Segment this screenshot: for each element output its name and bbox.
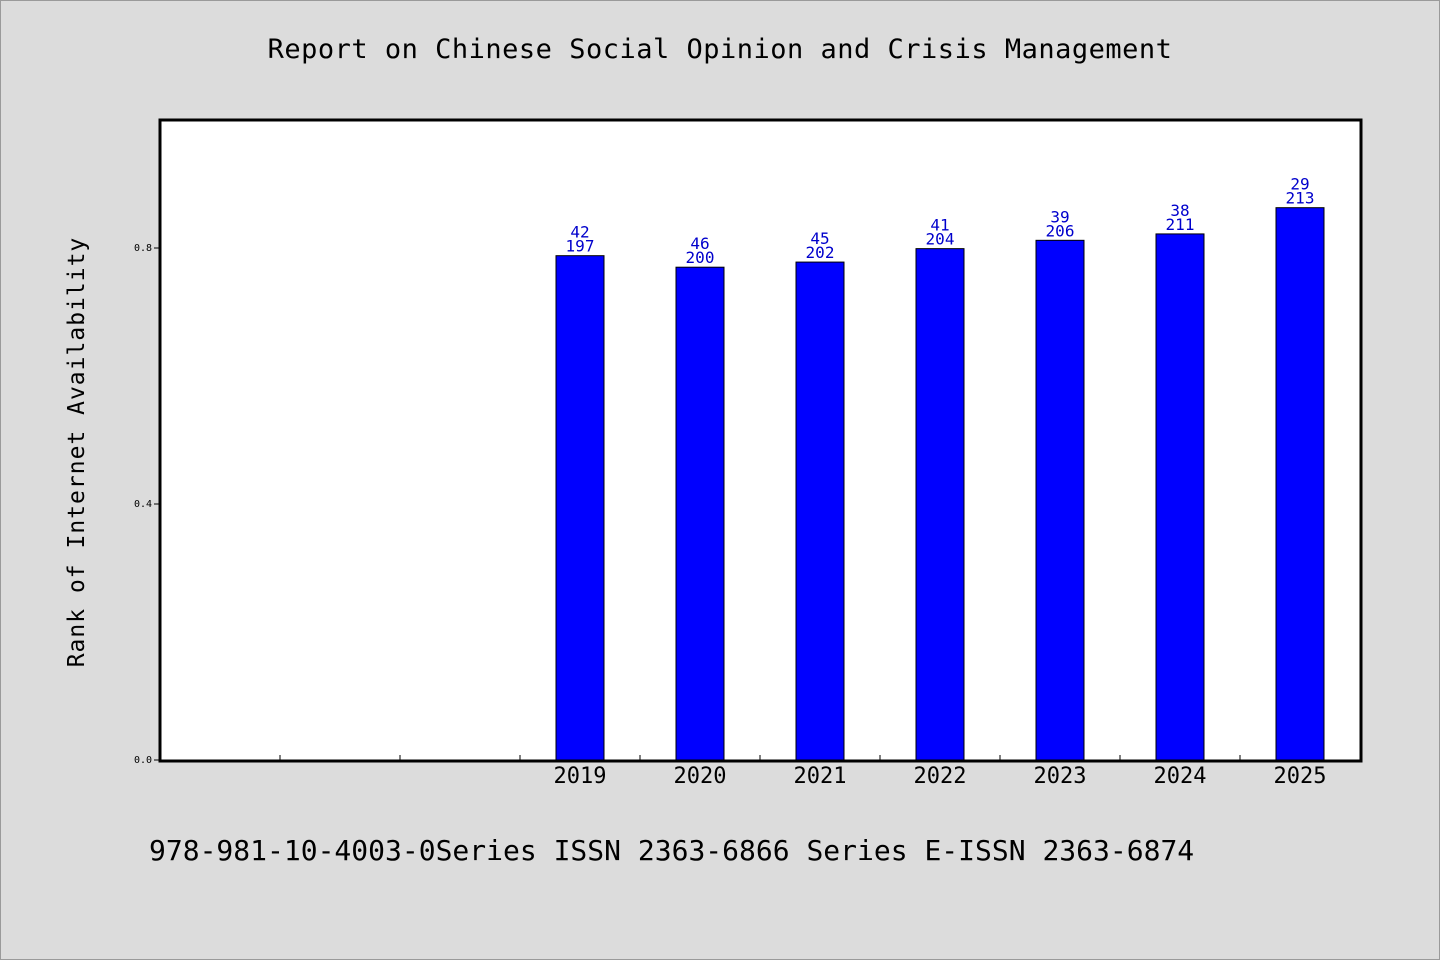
y-tick-label: 0.8 xyxy=(134,243,152,254)
bar-label-bottom: 202 xyxy=(806,243,835,262)
bar xyxy=(795,261,845,761)
bar xyxy=(555,255,605,761)
x-tick-label: 2025 xyxy=(1274,764,1327,789)
bar-label-top: 42 xyxy=(570,223,589,242)
footer-isbn-issn: 978-981-10-4003-0Series ISSN 2363-6866 S… xyxy=(149,834,1195,867)
bar-label-bottom: 200 xyxy=(686,248,715,267)
bar-label-bottom: 197 xyxy=(566,237,595,256)
bar xyxy=(915,248,965,761)
bar-label-top: 46 xyxy=(690,234,709,253)
bar-label-top: 29 xyxy=(1290,175,1309,194)
chart-title: Report on Chinese Social Opinion and Cri… xyxy=(267,34,1173,65)
bar xyxy=(675,266,725,761)
x-tick-label: 2019 xyxy=(554,764,607,789)
bar-label-bottom: 213 xyxy=(1286,189,1315,208)
x-tick-labels: 2019 2020 2021 2022 2023 2024 2025 xyxy=(554,764,1327,789)
x-tick-label: 2023 xyxy=(1034,764,1087,789)
y-axis-ticks: 0.0 0.4 0.8 xyxy=(134,243,160,766)
y-tick-label: 0.4 xyxy=(134,499,152,510)
bar xyxy=(1275,207,1325,761)
x-tick-label: 2020 xyxy=(674,764,727,789)
bar-label-top: 39 xyxy=(1050,207,1069,226)
x-tick-label: 2022 xyxy=(914,764,967,789)
bar-label-top: 45 xyxy=(810,229,829,248)
x-axis-ticks xyxy=(279,755,1241,760)
bar-label-top: 38 xyxy=(1170,201,1189,220)
bar-label-bottom: 204 xyxy=(926,230,955,249)
bar xyxy=(1035,239,1085,761)
x-tick-label: 2021 xyxy=(794,764,847,789)
bar-label-bottom: 211 xyxy=(1166,215,1195,234)
bar-label-bottom: 206 xyxy=(1046,221,1075,240)
bars xyxy=(555,207,1325,761)
y-tick-label: 0.0 xyxy=(134,755,152,766)
bar xyxy=(1155,233,1205,761)
x-tick-label: 2024 xyxy=(1154,764,1207,789)
bar-label-top: 41 xyxy=(930,216,949,235)
